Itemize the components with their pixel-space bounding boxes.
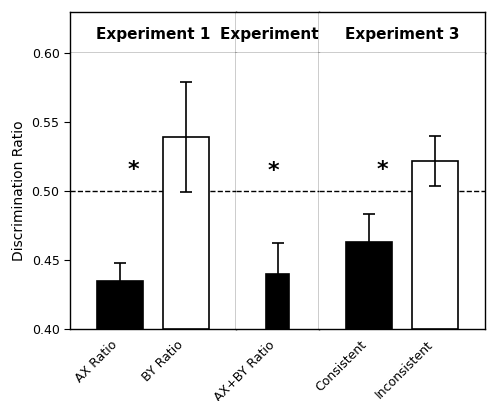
Bar bbox=[163, 137, 210, 329]
Text: *: * bbox=[128, 160, 139, 180]
Text: Experiment 3: Experiment 3 bbox=[345, 27, 459, 42]
Text: Experiment 2: Experiment 2 bbox=[220, 27, 335, 42]
Bar bbox=[346, 242, 392, 329]
Text: *: * bbox=[376, 160, 388, 180]
Bar bbox=[96, 281, 143, 329]
Text: Experiment 1: Experiment 1 bbox=[96, 27, 210, 42]
Bar bbox=[266, 274, 289, 329]
Y-axis label: Discrimination Ratio: Discrimination Ratio bbox=[12, 121, 26, 261]
Bar bbox=[412, 161, 459, 329]
Text: *: * bbox=[268, 161, 279, 181]
